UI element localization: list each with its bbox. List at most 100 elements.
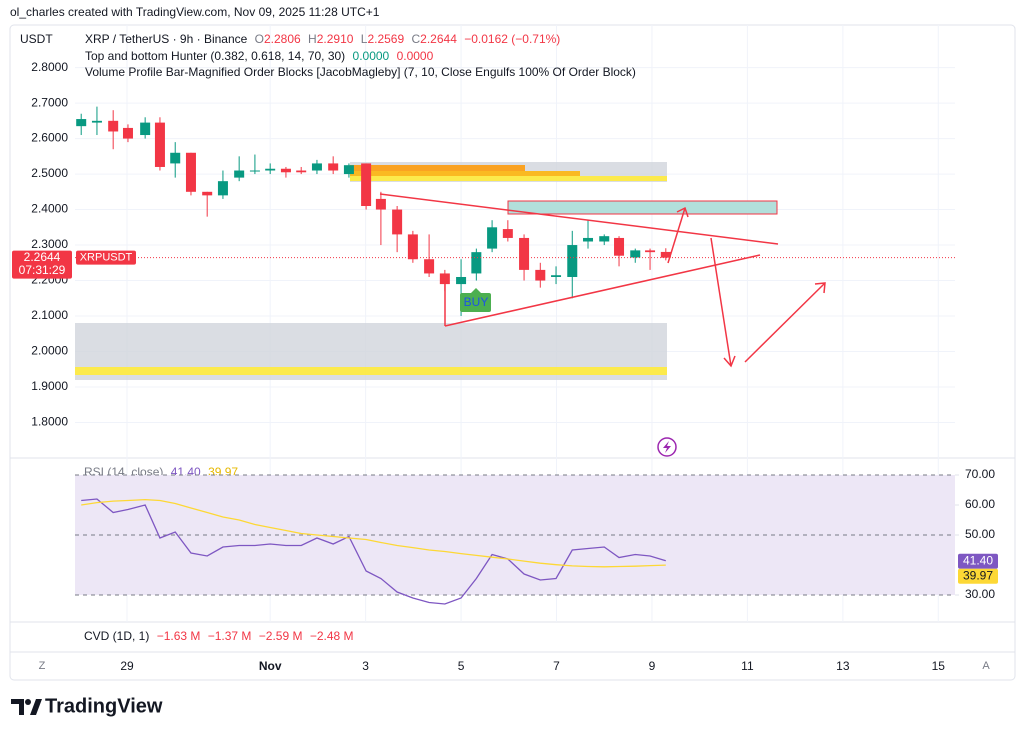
rsi-line	[81, 498, 666, 605]
candle-body	[249, 170, 260, 172]
indicator-name: Volume Profile Bar-Magnified Order Block…	[85, 65, 636, 79]
volume-bar	[75, 367, 667, 375]
candle-body	[551, 275, 562, 277]
candle-body	[76, 119, 87, 127]
brand-name: TradingView	[45, 695, 163, 717]
cvd-value: −1.63 M	[157, 629, 201, 643]
y-tick-label: 30.00	[965, 587, 995, 601]
attribution: ol_charles created with TradingView.com,…	[10, 5, 380, 19]
x-tick-label: 5	[458, 659, 465, 673]
currency: USDT	[20, 32, 53, 46]
x-tick-label: Nov	[259, 659, 282, 673]
candle-body	[599, 236, 610, 242]
ohlc-value: 2.2644	[420, 32, 457, 46]
y-tick-label: 1.8000	[31, 415, 68, 429]
candle-body	[202, 191, 213, 196]
cvd-value: −2.48 M	[310, 629, 354, 643]
candle-body	[328, 163, 339, 171]
x-tick-label: 9	[649, 659, 656, 673]
volume-bar	[350, 165, 525, 171]
trend-line	[379, 193, 779, 245]
candle-body	[660, 251, 671, 258]
candle-body	[170, 152, 181, 164]
buy-label-pointer	[471, 288, 481, 293]
candle-body	[471, 252, 482, 274]
ticker-badge	[76, 250, 136, 265]
x-tick-label: 7	[553, 659, 560, 673]
y-tick-label: 2.3000	[31, 237, 68, 251]
arrow-head	[814, 282, 826, 294]
cvd-legend: CVD (1D, 1) −1.63 M −1.37 M −2.59 M −2.4…	[84, 629, 354, 643]
y-tick-label: 2.6000	[31, 131, 68, 145]
indicator-value: 0.0000	[397, 49, 434, 63]
y-tick-label: 2.4000	[31, 202, 68, 216]
indicator-name: Top and bottom Hunter (0.382, 0.618, 14,…	[85, 49, 345, 63]
rsi-line	[81, 498, 666, 568]
toolbar-button[interactable]: Z	[39, 660, 46, 672]
frame	[9, 24, 1016, 681]
candle-body	[392, 209, 403, 235]
ohlc-label: C	[412, 32, 421, 46]
y-tick-label: 60.00	[965, 497, 995, 511]
drawings	[379, 193, 826, 368]
value-badge-label: 39.97	[963, 568, 993, 582]
candle-body	[519, 237, 530, 270]
ohlc-value: 2.2910	[317, 32, 354, 46]
candle-body	[630, 250, 641, 258]
price-badge-label: 2.2644	[24, 250, 61, 264]
candle-body	[108, 120, 119, 132]
candle-body	[265, 168, 276, 171]
arrow	[667, 207, 686, 264]
buy-label-box	[460, 293, 491, 312]
indicator-value: 0.0000	[353, 49, 390, 63]
symbol: XRP / TetherUS · 9h · Binance	[85, 32, 248, 46]
candle-body	[502, 229, 513, 238]
candle-body	[185, 152, 196, 192]
candle-body	[217, 181, 228, 196]
ohlc-label: L	[361, 32, 368, 46]
brand-logo	[11, 699, 42, 715]
ticker-label: XRPUSDT	[80, 252, 133, 264]
ohlc-label: H	[308, 32, 317, 46]
candle-body	[645, 250, 656, 253]
volume-bar	[350, 176, 667, 181]
event-icon-bolt	[663, 441, 671, 453]
y-tick-label: 2.8000	[31, 60, 68, 74]
value-badge	[958, 568, 998, 584]
price-badge	[12, 250, 72, 279]
y-tick-label: 2.1000	[31, 308, 68, 322]
x-tick-label: 3	[362, 659, 369, 673]
candle-body	[234, 170, 245, 178]
x-tick-label: 11	[741, 659, 754, 673]
y-tick-label: 2.7000	[31, 95, 68, 109]
arrow	[744, 282, 826, 363]
currency-box[interactable]	[14, 31, 58, 49]
arrow-head	[676, 206, 689, 218]
candle-body	[122, 127, 133, 139]
candle-body	[140, 122, 151, 136]
y-tick-label: 2.0000	[31, 344, 68, 358]
y-tick-label: 1.9000	[31, 379, 68, 393]
trend-line	[444, 254, 761, 327]
cvd-value: −2.59 M	[259, 629, 303, 643]
candle-body	[439, 273, 450, 285]
symbol-legend: XRP / TetherUS · 9h · Binance O2.2806 H2…	[85, 32, 560, 46]
y-tick-label: 70.00	[965, 467, 995, 481]
buy-label: BUY	[464, 295, 489, 309]
toolbar-button[interactable]: A	[982, 660, 990, 672]
countdown: 07:31:29	[19, 263, 66, 277]
x-tick-label: 15	[932, 659, 946, 673]
ohlc-value: 2.2569	[367, 32, 404, 46]
cvd-value: −1.37 M	[208, 629, 252, 643]
candle-body	[407, 234, 418, 260]
candle-body	[296, 170, 307, 173]
x-tick-label: 13	[836, 659, 850, 673]
volume-bar	[350, 171, 580, 176]
candle-body	[424, 259, 435, 274]
change: −0.0162 (−0.71%)	[464, 32, 560, 46]
candle-body	[583, 237, 594, 242]
cvd-title: CVD (1D, 1)	[84, 629, 149, 643]
value-badge	[958, 553, 998, 569]
candle-body	[91, 120, 102, 123]
candle-body	[567, 245, 578, 277]
